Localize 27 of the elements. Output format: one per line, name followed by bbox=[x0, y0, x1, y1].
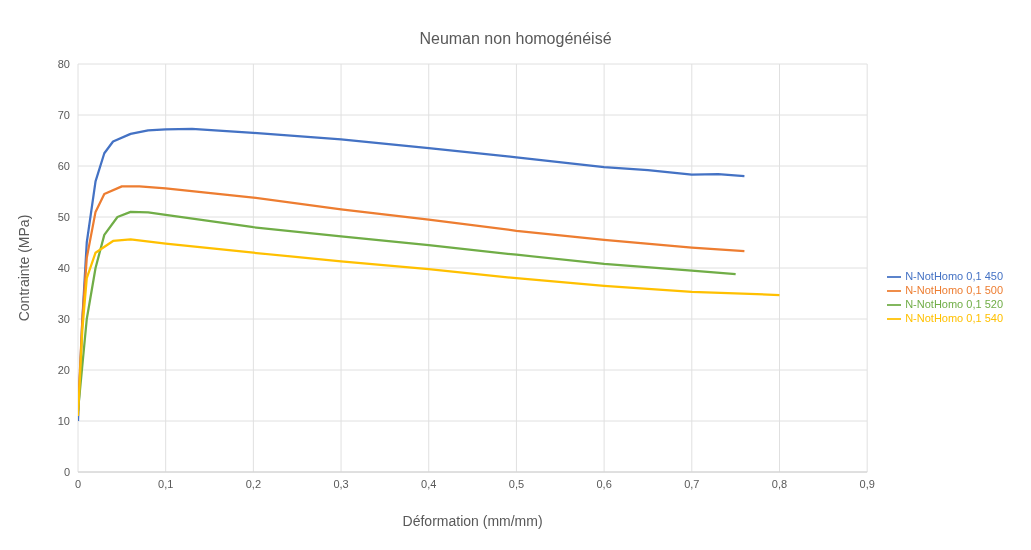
y-tick-label: 10 bbox=[57, 414, 70, 427]
y-tick-label: 70 bbox=[57, 108, 70, 121]
x-tick-label: 0,8 bbox=[771, 477, 788, 490]
x-tick-label: 0,7 bbox=[684, 477, 700, 490]
x-tick-label: 0,6 bbox=[596, 477, 612, 490]
y-axis-title: Contrainte (MPa) bbox=[15, 214, 32, 322]
x-tick-label: 0,9 bbox=[859, 477, 875, 490]
line-series bbox=[78, 238, 781, 418]
x-axis-title: Déformation (mm/mm) bbox=[402, 513, 543, 529]
y-tick-label: 30 bbox=[57, 312, 70, 325]
x-tick-label: 0,1 bbox=[158, 477, 174, 490]
legend-label: N-NotHomo 0,1 520 bbox=[905, 298, 1003, 310]
chart-title: Neuman non homogénéisé bbox=[418, 29, 613, 49]
y-tick-label: 40 bbox=[57, 261, 70, 274]
y-tick-label: 80 bbox=[57, 57, 70, 70]
y-tick-label: 60 bbox=[57, 159, 70, 172]
legend-label: N-NotHomo 0,1 540 bbox=[905, 312, 1003, 325]
legend-label: N-NotHomo 0,1 450 bbox=[905, 269, 1003, 282]
y-tick-label: 50 bbox=[57, 210, 70, 223]
legend-label: N-NotHomo 0,1 500 bbox=[905, 283, 1003, 296]
x-tick-label: 0 bbox=[74, 477, 82, 490]
x-tick-label: 0,3 bbox=[333, 477, 349, 490]
y-tick-label: 20 bbox=[57, 363, 70, 376]
y-tick-label: 0 bbox=[63, 465, 70, 478]
x-tick-label: 0,5 bbox=[508, 477, 525, 490]
x-tick-label: 0,4 bbox=[421, 477, 437, 490]
x-tick-label: 0,2 bbox=[245, 477, 262, 490]
